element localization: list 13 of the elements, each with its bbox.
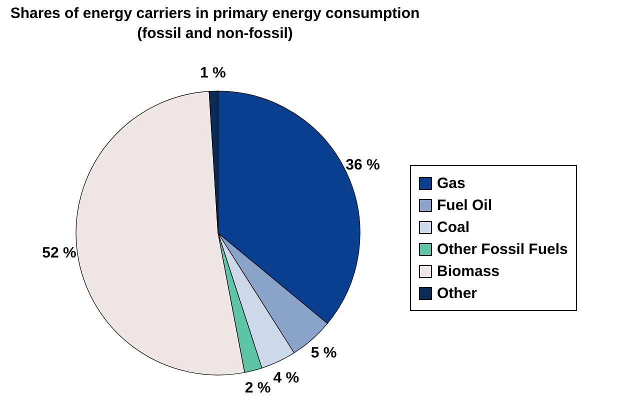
- legend-label: Gas: [437, 174, 466, 192]
- data-label: 2 %: [244, 379, 271, 396]
- legend-label: Biomass: [437, 262, 500, 280]
- data-label: 36 %: [346, 156, 380, 174]
- chart-title: Shares of energy carriers in primary energy consumption (fossil and non-fossil): [9, 4, 421, 44]
- data-label: 1 %: [200, 64, 226, 82]
- legend-label: Other: [437, 284, 478, 302]
- data-label: 52 %: [42, 244, 76, 262]
- legend-label: Coal: [437, 218, 470, 236]
- data-label: 4 %: [273, 369, 300, 386]
- legend-label: Fuel Oil: [437, 196, 492, 214]
- legend-label: Other Fossil Fuels: [437, 240, 568, 258]
- data-label: 5 %: [310, 344, 337, 362]
